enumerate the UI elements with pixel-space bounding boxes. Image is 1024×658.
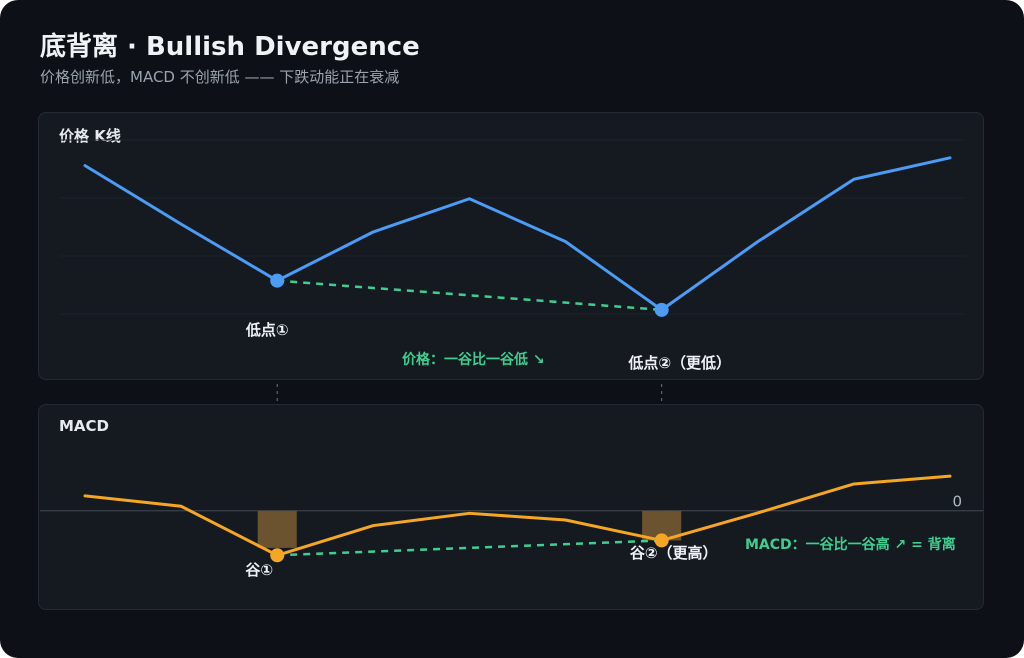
macd-trough-point-2 bbox=[654, 533, 669, 548]
price-trough-point-1 bbox=[270, 273, 285, 288]
macd-histogram-bar-3 bbox=[280, 510, 297, 548]
price-trough-label-1: 低点① bbox=[245, 321, 289, 339]
macd-trough-point-1 bbox=[270, 548, 285, 563]
chart-subtitle: 价格创新低，MACD 不创新低 —— 下跌动能正在衰减 bbox=[40, 68, 400, 86]
price-panel: 价格 K线 bbox=[38, 112, 984, 380]
macd-trough-label-1: 谷① bbox=[245, 561, 273, 579]
price-trough-point-2 bbox=[654, 302, 669, 317]
macd-panel: MACD bbox=[38, 404, 984, 610]
macd-divergence-line bbox=[277, 539, 662, 557]
price-divergence-label: 价格：一谷比一谷低 ↘ bbox=[402, 351, 545, 368]
price-divergence-line bbox=[277, 279, 662, 312]
macd-panel-label: MACD bbox=[59, 417, 109, 435]
macd-trough-label-2: 谷②（更高） bbox=[630, 544, 718, 562]
price-series-line bbox=[83, 156, 952, 312]
chart-title: 底背离 · Bullish Divergence bbox=[40, 32, 420, 62]
macd-divergence-label: MACD：一谷比一谷高 ↗ = 背离 bbox=[745, 536, 956, 553]
macd-series-line bbox=[83, 474, 952, 557]
price-trough-label-2: 低点②（更低） bbox=[627, 354, 731, 372]
macd-histogram-bar-6 bbox=[665, 510, 682, 541]
macd-zero-label: 0 bbox=[952, 493, 962, 511]
